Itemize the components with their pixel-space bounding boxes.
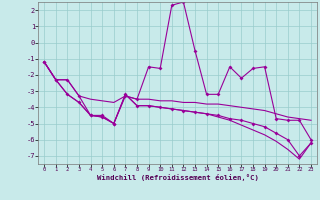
X-axis label: Windchill (Refroidissement éolien,°C): Windchill (Refroidissement éolien,°C) — [97, 174, 259, 181]
